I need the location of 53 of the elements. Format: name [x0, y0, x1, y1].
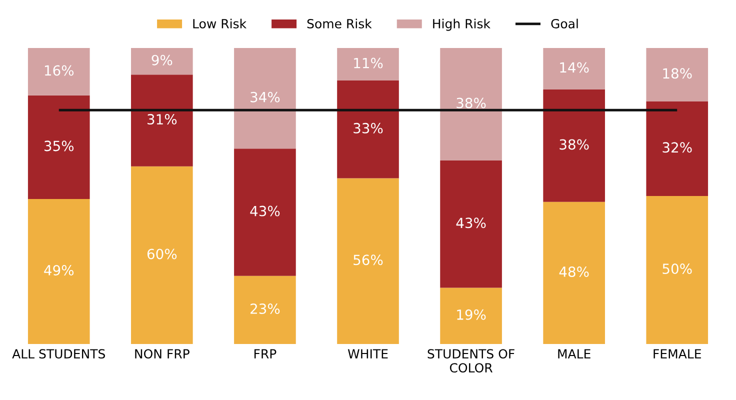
x-tick-label: WHITE — [348, 349, 388, 358]
bar — [543, 89, 605, 202]
bar — [337, 80, 399, 178]
data-label: 32% — [662, 142, 692, 153]
bar — [337, 178, 399, 344]
legend-label: High Risk — [433, 18, 490, 31]
bar — [646, 48, 708, 102]
data-label: 11% — [354, 58, 383, 68]
bar — [543, 202, 605, 344]
data-label: 35% — [44, 140, 74, 152]
data-label: 48% — [559, 266, 589, 277]
data-label: 56% — [354, 254, 383, 266]
data-label: 49% — [44, 265, 74, 276]
data-label: 50% — [662, 264, 692, 274]
data-label: 38% — [560, 139, 589, 150]
bar — [543, 48, 605, 90]
data-label: 60% — [147, 248, 177, 260]
data-label: 34% — [250, 92, 280, 102]
data-label: 16% — [44, 65, 74, 76]
data-label: 14% — [560, 62, 589, 73]
bar — [646, 196, 708, 344]
data-label: 43% — [456, 218, 486, 228]
legend-label: Goal — [551, 18, 578, 28]
data-label: 9% — [152, 54, 172, 66]
x-tick-label: NON FRP — [135, 349, 190, 359]
data-label: 38% — [456, 98, 486, 108]
data-label: 43% — [250, 206, 280, 216]
bar — [337, 48, 399, 81]
bar — [131, 48, 193, 75]
bar — [440, 48, 502, 160]
x-tick-label: FRP — [254, 349, 276, 358]
x-tick-label: ALL STUDENTS — [12, 349, 105, 359]
legend-label: Low Risk — [193, 18, 247, 28]
bar — [646, 101, 708, 196]
bar — [440, 288, 502, 344]
x-tick-label: FEMALE — [654, 349, 701, 358]
bar — [234, 48, 296, 149]
bar — [28, 48, 90, 96]
data-label: 23% — [250, 303, 280, 314]
data-label: 18% — [663, 68, 692, 79]
bar — [234, 148, 296, 276]
data-label: 31% — [148, 114, 177, 125]
data-label: 19% — [457, 309, 486, 320]
bar — [234, 276, 296, 344]
bar — [131, 74, 193, 166]
bar — [28, 95, 90, 199]
bar — [440, 160, 502, 288]
legend-label: Some Risk — [307, 18, 372, 28]
bar — [131, 166, 193, 344]
bar — [28, 198, 90, 344]
x-tick-label: STUDENTS OF COLOR — [428, 349, 514, 373]
data-label: 33% — [354, 122, 383, 134]
x-tick-label: MALE — [558, 349, 590, 358]
